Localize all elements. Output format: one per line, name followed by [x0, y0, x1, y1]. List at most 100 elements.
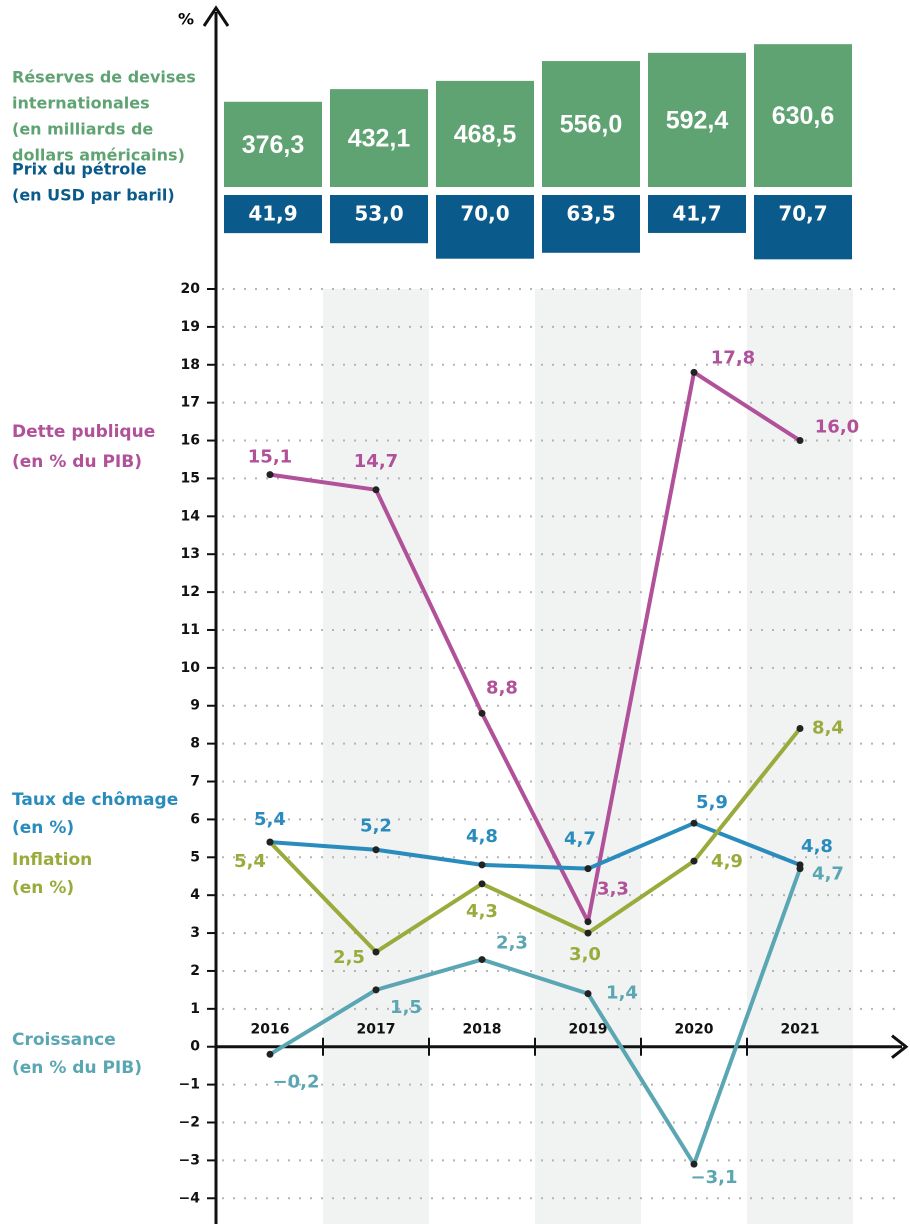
data-label: 2,5 — [333, 947, 365, 968]
x-tick-label: 2021 — [781, 1022, 820, 1038]
data-point — [690, 1160, 698, 1168]
data-label: 2,3 — [496, 933, 528, 954]
series-line — [268, 867, 802, 1167]
y-tick-label: 18 — [181, 357, 200, 373]
oil-bar — [330, 195, 428, 244]
data-label: 4,7 — [564, 829, 596, 850]
y-axis-arrow — [202, 5, 230, 27]
data-point — [478, 956, 486, 964]
y-tick-label: −4 — [179, 1190, 201, 1206]
data-point — [796, 724, 804, 732]
data-point — [690, 368, 698, 376]
data-point — [584, 865, 592, 873]
oil-label: 70,0 — [460, 202, 509, 226]
oil-label: 63,5 — [566, 202, 615, 226]
reserve-bar — [330, 89, 428, 187]
data-label: 8,8 — [486, 677, 518, 698]
y-tick-label: 17 — [181, 395, 200, 411]
reserve-label: 556,0 — [560, 111, 623, 139]
oil-label: 70,7 — [778, 202, 827, 226]
panel-label: (en USD par baril) — [12, 186, 175, 205]
reserve-bar — [648, 52, 746, 188]
legend-label: (en %) — [12, 818, 74, 838]
data-label: 4,7 — [812, 864, 844, 885]
data-label: 3,3 — [597, 879, 629, 900]
oil-bar — [542, 195, 640, 253]
y-tick-label: 12 — [181, 584, 200, 600]
x-tick-label: 2016 — [251, 1022, 290, 1038]
data-point — [584, 918, 592, 926]
data-label: 4,3 — [466, 901, 498, 922]
data-label: −3,1 — [691, 1167, 738, 1188]
data-point — [266, 471, 274, 479]
y-tick-label: −3 — [179, 1152, 200, 1168]
oil-bar — [754, 195, 852, 260]
legend-label: Dette publique — [12, 422, 155, 442]
data-label: 8,4 — [812, 717, 844, 738]
data-point — [266, 838, 274, 846]
y-tick-label: 6 — [190, 811, 200, 827]
column-shade — [747, 289, 853, 1224]
y-tick-label: 3 — [190, 925, 200, 941]
series-line — [269, 370, 802, 924]
oil-label: 41,7 — [672, 202, 721, 226]
data-point — [690, 819, 698, 827]
y-tick-label: 11 — [181, 622, 200, 638]
y-tick-label: 14 — [181, 508, 201, 524]
panel-label: (en milliards de — [12, 120, 153, 139]
data-label: 16,0 — [815, 417, 859, 438]
data-label: 17,8 — [711, 347, 755, 368]
data-label: 3,0 — [569, 944, 601, 965]
oil-bar — [224, 195, 322, 234]
data-point — [372, 486, 380, 494]
oil-bar — [436, 195, 534, 259]
data-point — [372, 986, 380, 994]
x-tick-label: 2017 — [357, 1022, 396, 1038]
reserve-bar — [754, 44, 852, 188]
y-tick-label: 19 — [181, 319, 200, 335]
x-axis-arrow — [891, 1034, 909, 1059]
legend-label: Inflation — [12, 850, 92, 870]
legend-label: (en % du PIB) — [12, 452, 142, 472]
data-label: 5,4 — [234, 851, 266, 872]
column-shade — [323, 289, 429, 1224]
x-tick-label: 2018 — [463, 1022, 502, 1038]
reserve-label: 630,6 — [772, 102, 835, 130]
y-tick-label: 15 — [181, 470, 200, 486]
data-point — [478, 709, 486, 717]
oil-label: 41,9 — [248, 202, 297, 226]
x-tick-label: 2020 — [675, 1022, 714, 1038]
y-tick-label: −1 — [179, 1077, 200, 1093]
y-tick-label: 5 — [190, 849, 200, 865]
data-point — [372, 948, 380, 956]
reserve-label: 376,3 — [242, 131, 305, 159]
reserve-label: 468,5 — [454, 121, 517, 149]
y-tick-label: 13 — [181, 546, 200, 562]
data-point — [796, 437, 804, 445]
data-point — [478, 880, 486, 888]
y-tick-label: 1 — [190, 1001, 200, 1017]
legend-label: Taux de chômage — [12, 790, 178, 810]
reserve-label: 592,4 — [666, 107, 729, 135]
column-shade — [535, 289, 641, 1224]
series-line — [269, 821, 801, 871]
y-tick-label: 0 — [190, 1039, 200, 1055]
data-point — [266, 1050, 274, 1058]
data-label: 1,5 — [390, 997, 422, 1018]
data-label: 14,7 — [354, 451, 398, 472]
y-tick-label: 9 — [190, 698, 200, 714]
data-point — [372, 846, 380, 854]
y-tick-label: 4 — [190, 887, 200, 903]
data-point — [690, 857, 698, 865]
legend-label: (en % du PIB) — [12, 1058, 142, 1078]
y-tick-label: 7 — [190, 774, 200, 790]
oil-label: 53,0 — [354, 202, 403, 226]
legend-label: Croissance — [12, 1030, 116, 1050]
data-label: 4,8 — [801, 836, 833, 857]
legend-label: (en %) — [12, 878, 74, 898]
data-label: 5,2 — [360, 816, 392, 837]
oil-bar — [648, 195, 746, 233]
panel-label: dollars américains) — [12, 146, 185, 165]
panel-label: Réserves de devises — [12, 68, 196, 87]
y-tick-label: 2 — [190, 963, 200, 979]
